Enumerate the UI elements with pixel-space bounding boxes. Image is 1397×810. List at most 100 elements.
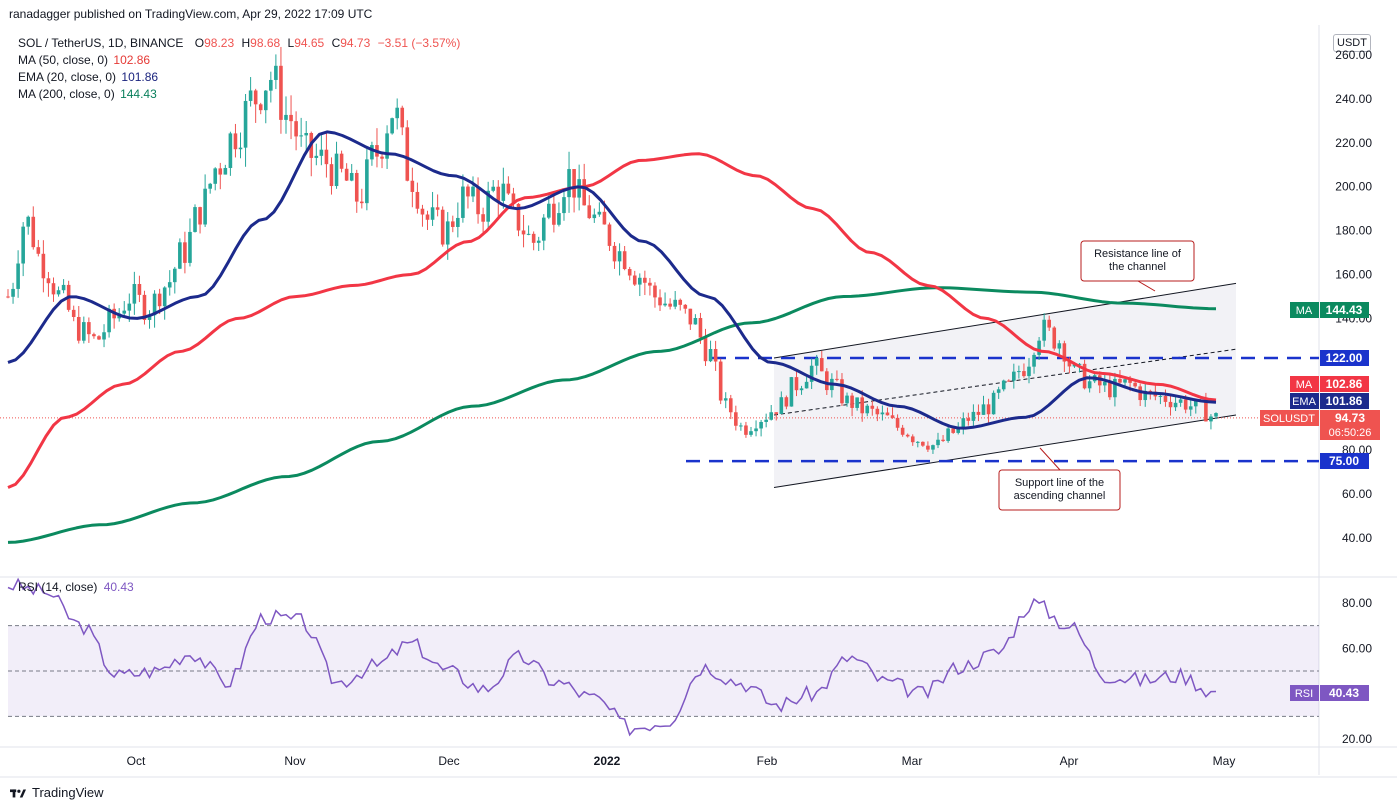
candle-body-175 (890, 415, 895, 418)
candle-body-184 (936, 439, 940, 446)
candle-body-117 (597, 211, 602, 215)
resistance-line (773, 282, 1237, 359)
symbol-label[interactable]: SOL / TetherUS, 1D, BINANCE (18, 36, 184, 50)
candle-body-91 (466, 186, 470, 197)
candle-body-157 (799, 388, 804, 391)
candle-body-47 (243, 100, 248, 148)
ma50-legend[interactable]: MA (50, close, 0) 102.86 (18, 52, 460, 69)
candle-body-96 (491, 186, 496, 191)
candle-body-147 (749, 431, 753, 435)
high-value: 98.68 (250, 36, 281, 50)
last-side-tag-bg (1260, 410, 1319, 426)
candle-body-103 (526, 233, 531, 235)
candle-body-25 (132, 284, 137, 304)
ma50-side-tag-text: MA (1296, 379, 1313, 391)
candle-body-7 (41, 253, 46, 279)
candle-body-224 (1138, 386, 1142, 401)
last-price-tag-text: 94.73 (1335, 411, 1365, 425)
candle-body-164 (835, 378, 839, 380)
candle-body-58 (299, 135, 303, 137)
candle-body-63 (324, 149, 329, 165)
candle-body-149 (759, 421, 763, 429)
level-75-tag-text: 75.00 (1329, 454, 1359, 468)
candle-body-234 (1188, 406, 1193, 410)
time-tick-6: Apr (1060, 754, 1079, 768)
candle-body-45 (233, 133, 238, 150)
candle-body-46 (238, 147, 243, 150)
candle-body-33 (172, 268, 177, 283)
tradingview-logo-icon (10, 788, 26, 797)
time-axis[interactable]: Oct Nov Dec 2022 Feb Mar Apr May (127, 754, 1236, 768)
symbol-row: SOL / TetherUS, 1D, BINANCE O98.23 H98.6… (18, 35, 460, 52)
ma50-legend-label: MA (50, close, 0) (18, 53, 109, 67)
ema20-legend[interactable]: EMA (20, close, 0) 101.86 (18, 69, 460, 86)
candle-body-199 (1012, 371, 1016, 381)
candle-body-193 (981, 404, 986, 415)
candle-body-186 (946, 428, 950, 441)
candle-body-80 (410, 180, 415, 192)
candle-body-93 (476, 186, 480, 215)
candle-body-108 (552, 203, 556, 225)
candle-body-217 (1103, 381, 1107, 386)
candle-body-54 (279, 65, 283, 120)
price-tick-3: 200.00 (1335, 180, 1372, 194)
candle-body-176 (895, 417, 900, 428)
footer-brand[interactable]: TradingView (32, 785, 104, 800)
change-value: −3.51 (−3.57%) (377, 36, 461, 50)
price-axis[interactable]: 260.00240.00220.00200.00180.00160.00140.… (1335, 48, 1372, 545)
candle-body-105 (536, 240, 541, 243)
candle-body-169 (860, 397, 864, 414)
candle-body-88 (450, 221, 455, 227)
candle-body-100 (511, 193, 516, 204)
time-tick-4: Feb (757, 754, 778, 768)
ma50-legend-value: 102.86 (113, 53, 151, 67)
ma200-legend[interactable]: MA (200, close, 0) 144.43 (18, 86, 460, 103)
candle-body-178 (905, 434, 910, 437)
candle-body-41 (213, 168, 218, 184)
candle-body-142 (723, 398, 728, 401)
candle-body-110 (562, 197, 566, 214)
candle-body-111 (567, 169, 571, 198)
time-tick-0: Oct (127, 754, 146, 768)
candle-body-3 (21, 226, 25, 264)
price-tick-0: 260.00 (1335, 48, 1372, 62)
publish-line: ranadagger published on TradingView.com,… (9, 7, 373, 21)
ma200-side-tag-text: MA (1296, 305, 1313, 317)
candle-body-74 (380, 156, 384, 159)
candle-body-210 (1067, 361, 1072, 367)
chart-legend: SOL / TetherUS, 1D, BINANCE O98.23 H98.6… (18, 35, 460, 103)
candle-body-120 (612, 245, 617, 262)
candle-body-82 (420, 208, 425, 215)
candle-body-222 (1128, 379, 1132, 383)
candle-body-162 (825, 371, 829, 391)
candle-body-123 (627, 269, 632, 276)
candle-body-214 (1087, 381, 1092, 389)
candle-body-220 (1118, 378, 1122, 383)
candle-body-159 (809, 365, 814, 382)
candle-body-11 (61, 284, 66, 291)
candle-body-95 (486, 190, 490, 222)
ma200-line (7, 286, 1217, 544)
candle-body-109 (557, 213, 561, 225)
rsi-legend[interactable]: RSI (14, close) 40.43 (18, 580, 134, 594)
candle-body-87 (445, 221, 450, 245)
price-tick-1: 240.00 (1335, 92, 1372, 106)
candle-body-62 (319, 149, 324, 156)
candle-body-101 (516, 203, 521, 231)
low-label: L (287, 36, 295, 50)
candle-body-49 (253, 90, 258, 105)
top-bar: ranadagger published on TradingView.com,… (0, 0, 1397, 30)
rsi-side-tag-bg (1290, 685, 1319, 701)
candle-body-124 (632, 275, 637, 285)
candle-body-81 (415, 191, 420, 209)
ema20-legend-value: 101.86 (121, 70, 159, 84)
currency-button[interactable]: USDT (1333, 34, 1371, 52)
candle-body-152 (774, 412, 779, 414)
candle-body-4 (26, 216, 31, 227)
rsi-legend-label: RSI (14, close) (18, 580, 98, 594)
candle-body-5 (31, 216, 36, 248)
countdown-tag-text: 06:50:26 (1329, 427, 1372, 439)
candle-body-61 (314, 155, 319, 158)
candle-body-202 (1027, 366, 1031, 377)
